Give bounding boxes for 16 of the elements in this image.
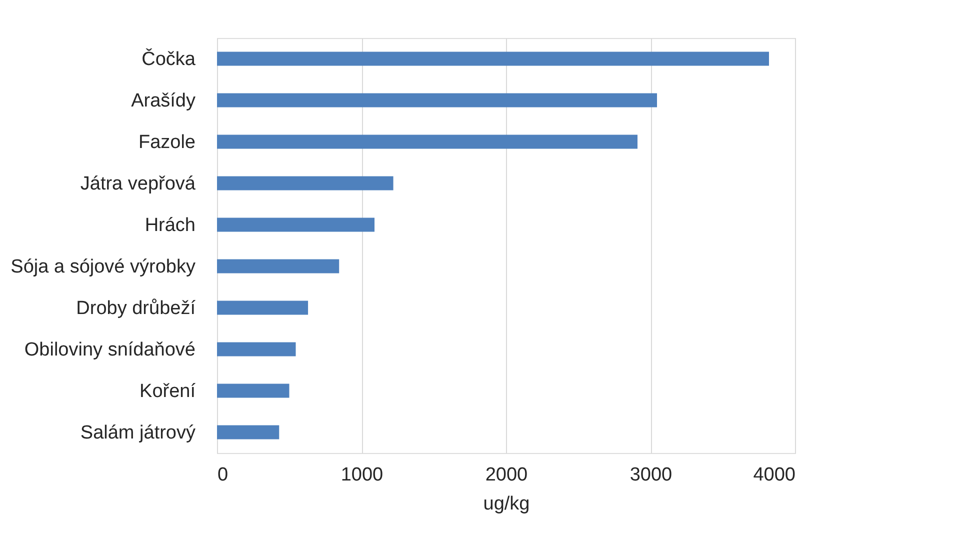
y-tick-label: Hrách — [144, 214, 196, 236]
y-tick-label: Fazole — [138, 132, 196, 153]
x-tick-label: 1000 — [340, 464, 384, 486]
y-tick-label: Arašídy — [131, 90, 196, 112]
x-tick-label: 4000 — [753, 464, 796, 486]
y-tick-label: Játra vepřová — [80, 173, 196, 194]
x-axis-title: ug/kg — [483, 494, 530, 514]
x-tick-label: 3000 — [630, 464, 672, 486]
y-tick-label: Droby drůbeží — [76, 298, 196, 319]
y-tick-label: Salám játrový — [80, 422, 196, 444]
x-tick-label: 0 — [218, 464, 228, 486]
y-tick-label: Sója a sójové výrobky — [10, 256, 196, 278]
x-tick-label: 2000 — [485, 464, 528, 486]
y-tick-label: Koření — [140, 380, 196, 402]
y-tick-label: Čočka — [142, 48, 196, 70]
y-tick-label: Obiloviny snídaňové — [24, 339, 196, 360]
